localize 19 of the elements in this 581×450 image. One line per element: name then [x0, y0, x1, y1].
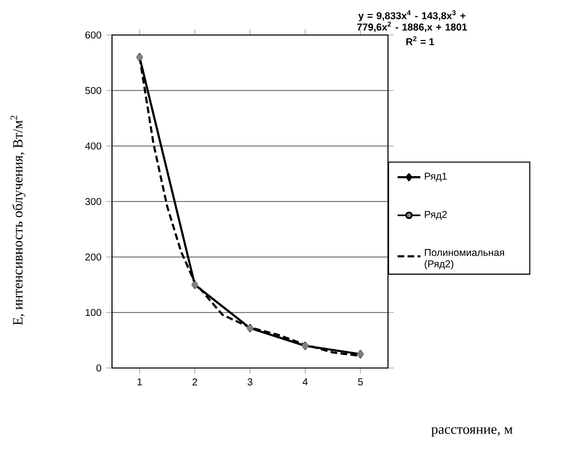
x-tick-label: 3 [248, 378, 252, 386]
y-tick-label: 300 [85, 198, 102, 206]
x-tick-label: 1 [138, 378, 142, 386]
legend-label: Ряд2 [424, 210, 447, 220]
x-tick-label: 4 [302, 378, 308, 386]
text: R$^{2}$ = 1 [406, 36, 434, 46]
y-tick-label: 400 [85, 142, 102, 150]
text: y = 9,833x$^{4}$ - 143,8x$^{3}$ + 779,6x$^{2}$ - 1886,x + 1801 [357, 10, 467, 32]
y-tick-label: 500 [85, 86, 102, 94]
x-axis-title: расстояние, м [431, 427, 513, 437]
y-tick-label: 100 [86, 308, 102, 316]
x-tick-label: 5 [358, 378, 363, 386]
y-axis-title: E, интенсивность облучения, Вт/м$^{2}$ [10, 116, 26, 326]
x-tick-label: 2 [192, 378, 198, 386]
y-tick-label: 600 [85, 31, 102, 39]
legend-label: Ряд1 [424, 172, 447, 182]
y-tick-label: 0 [96, 364, 102, 372]
y-tick-label: 200 [85, 253, 102, 261]
legend-label: Полиномиальная (Ряд2) [424, 249, 504, 270]
